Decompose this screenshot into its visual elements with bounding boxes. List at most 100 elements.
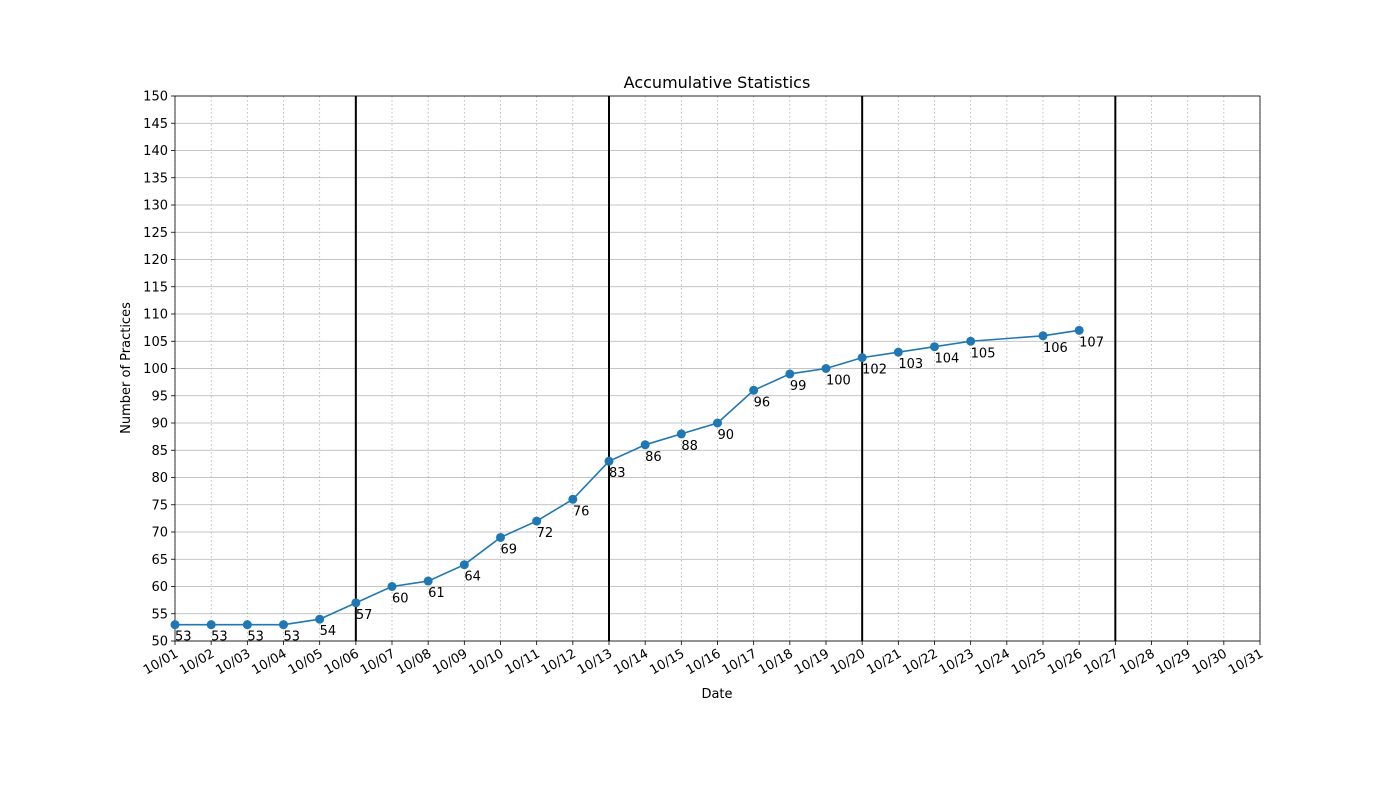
week-boundary-lines bbox=[354, 96, 1117, 641]
x-tick-label: 10/25 bbox=[1009, 646, 1049, 678]
data-label: 100 bbox=[826, 374, 851, 389]
x-tick-label: 10/31 bbox=[1226, 646, 1266, 678]
y-tick-label: 115 bbox=[143, 280, 168, 295]
x-tick-label: 10/18 bbox=[756, 646, 796, 678]
x-tick-label: 10/11 bbox=[503, 646, 543, 678]
x-tick-label: 10/30 bbox=[1190, 646, 1230, 678]
y-tick-label: 105 bbox=[143, 335, 168, 350]
y-tick-label: 100 bbox=[143, 362, 168, 377]
y-tick-label: 120 bbox=[143, 253, 168, 268]
y-tick-label: 125 bbox=[143, 226, 168, 241]
data-point bbox=[930, 342, 939, 352]
x-tick-label: 10/24 bbox=[973, 646, 1013, 678]
y-tick-label: 135 bbox=[143, 171, 168, 186]
x-tick-label: 10/05 bbox=[286, 646, 326, 678]
data-label: 103 bbox=[898, 357, 923, 372]
data-label: 104 bbox=[935, 352, 960, 367]
series-layer bbox=[170, 325, 1084, 630]
data-point bbox=[604, 456, 614, 466]
data-label: 86 bbox=[645, 450, 662, 465]
y-tick-label: 80 bbox=[151, 471, 168, 486]
data-label: 53 bbox=[211, 630, 228, 645]
data-point bbox=[821, 364, 831, 373]
x-tick-label: 10/26 bbox=[1045, 646, 1085, 678]
data-label: 96 bbox=[754, 395, 771, 410]
x-tick-label: 10/14 bbox=[611, 646, 651, 678]
data-label: 76 bbox=[573, 504, 590, 519]
y-tick-label: 50 bbox=[151, 635, 168, 650]
data-point bbox=[315, 614, 325, 624]
data-label: 106 bbox=[1043, 341, 1068, 356]
y-tick-label: 140 bbox=[143, 144, 168, 159]
y-tick-label: 60 bbox=[151, 580, 168, 595]
y-axis-label: Number of Practices bbox=[119, 302, 134, 434]
y-tick-label: 150 bbox=[143, 90, 168, 105]
data-point bbox=[279, 620, 288, 630]
y-tick-label: 145 bbox=[143, 117, 168, 132]
x-tick-label: 10/12 bbox=[539, 646, 579, 678]
x-tick-label: 10/22 bbox=[901, 646, 941, 678]
y-tick-label: 65 bbox=[151, 553, 168, 568]
data-label: 105 bbox=[971, 346, 996, 361]
x-tick-label: 10/20 bbox=[828, 646, 868, 678]
data-point bbox=[568, 494, 578, 504]
data-label: 102 bbox=[862, 363, 887, 378]
x-tick-label: 10/19 bbox=[792, 646, 832, 678]
x-tick-label: 10/03 bbox=[213, 646, 253, 678]
x-tick-label: 10/09 bbox=[430, 646, 470, 678]
data-point bbox=[1038, 331, 1048, 341]
data-point bbox=[206, 620, 216, 630]
data-label: 90 bbox=[718, 428, 735, 443]
y-tick-label: 95 bbox=[151, 389, 168, 404]
data-label: 88 bbox=[681, 439, 698, 454]
data-point bbox=[713, 418, 722, 428]
x-tick-label: 10/28 bbox=[1118, 646, 1158, 678]
data-label: 60 bbox=[392, 592, 409, 607]
data-label: 53 bbox=[175, 630, 192, 645]
data-point bbox=[351, 598, 361, 608]
y-tick-label: 90 bbox=[151, 417, 168, 432]
data-point bbox=[496, 532, 505, 542]
x-tick-label: 10/16 bbox=[684, 646, 724, 678]
data-point bbox=[893, 347, 903, 357]
data-point bbox=[423, 576, 433, 586]
data-point bbox=[242, 620, 252, 630]
x-tick-label: 10/21 bbox=[864, 646, 904, 678]
y-tick-label: 75 bbox=[151, 498, 168, 513]
data-point bbox=[170, 620, 180, 630]
grid-layer bbox=[174, 95, 1261, 642]
x-tick-label: 10/15 bbox=[647, 646, 687, 678]
data-label: 107 bbox=[1079, 335, 1104, 350]
x-tick-label: 10/06 bbox=[322, 646, 362, 678]
data-label: 53 bbox=[284, 630, 301, 645]
data-label: 83 bbox=[609, 466, 626, 481]
data-point bbox=[966, 336, 976, 346]
x-tick-label: 10/27 bbox=[1081, 646, 1121, 678]
data-point bbox=[676, 429, 686, 439]
x-tick-label: 10/10 bbox=[467, 646, 507, 678]
data-point bbox=[1074, 325, 1084, 335]
data-point bbox=[640, 440, 650, 450]
x-tick-label: 10/23 bbox=[937, 646, 977, 678]
y-tick-label: 55 bbox=[151, 607, 168, 622]
x-tick-label: 10/08 bbox=[394, 646, 434, 678]
data-label: 54 bbox=[320, 624, 337, 639]
data-labels-layer: 53 53 53 53 54 57 60 61 64 69 72 76 83 86 88 90 96 99 100 1… bbox=[175, 335, 1104, 644]
plot-frame bbox=[174, 95, 1261, 642]
data-point bbox=[857, 353, 867, 363]
data-label: 61 bbox=[428, 586, 445, 601]
data-point bbox=[459, 560, 469, 570]
x-tick-label: 10/29 bbox=[1154, 646, 1194, 678]
x-tick-label: 10/17 bbox=[720, 646, 760, 678]
x-tick-label: 10/04 bbox=[250, 646, 290, 678]
data-label: 69 bbox=[501, 542, 518, 557]
x-tick-label: 10/01 bbox=[141, 646, 181, 678]
data-point bbox=[785, 369, 795, 379]
x-axis-label: Date bbox=[701, 687, 732, 702]
data-point bbox=[532, 516, 542, 526]
y-tick-label: 70 bbox=[151, 526, 168, 541]
data-label: 72 bbox=[537, 526, 554, 541]
data-point bbox=[387, 582, 397, 591]
